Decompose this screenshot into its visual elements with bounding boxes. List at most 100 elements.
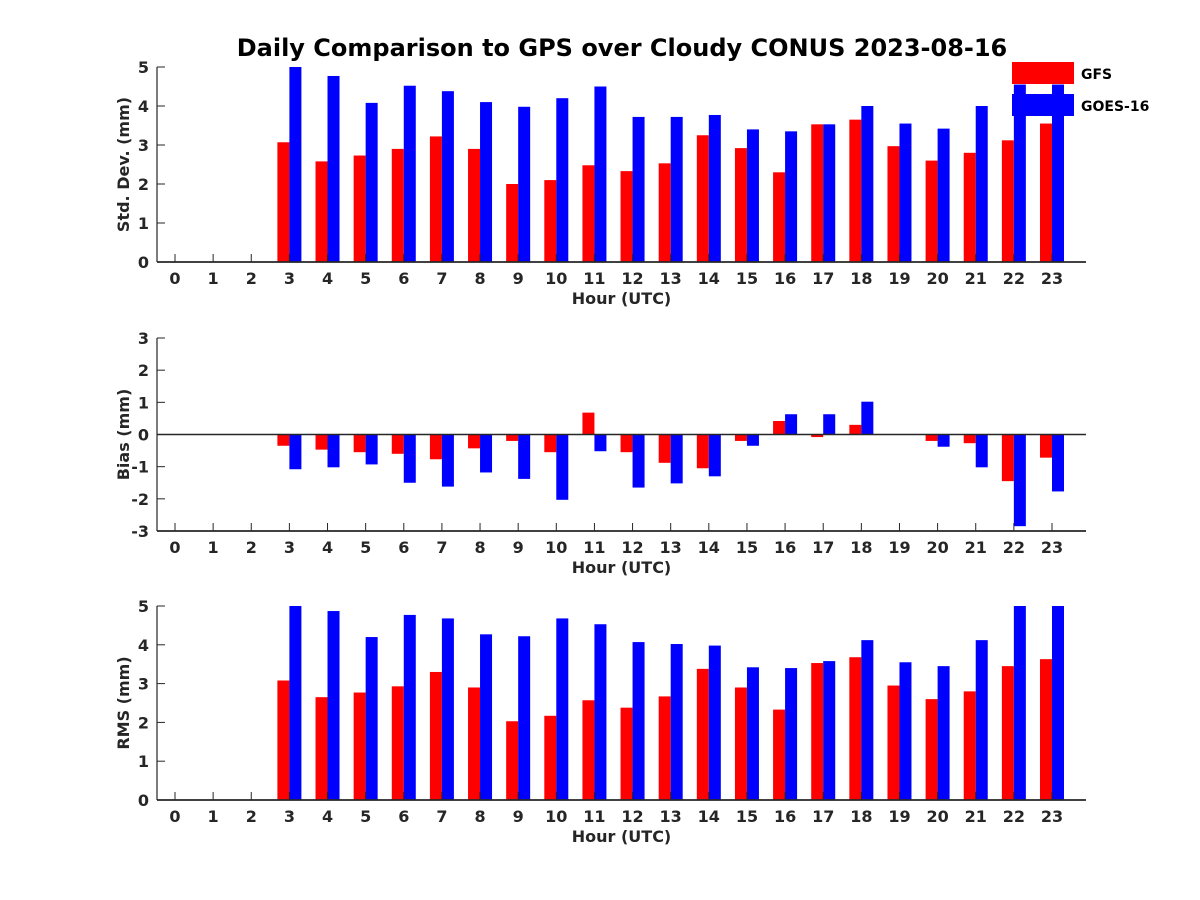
x-axis-label: Hour (UTC) [572, 558, 672, 577]
x-tick-label: 23 [1041, 807, 1063, 826]
bar-goes-16-hour-16 [785, 414, 798, 435]
x-tick-label: 19 [888, 269, 910, 288]
x-tick-label: 21 [965, 269, 987, 288]
y-tick-label: 3 [138, 675, 149, 694]
bar-gfs-hour-10 [544, 434, 557, 453]
bar-goes-16-hour-20 [937, 434, 950, 447]
bar-gfs-hour-16 [773, 420, 786, 435]
bar-goes-16-hour-9 [518, 636, 531, 800]
y-tick-label: 2 [138, 175, 149, 194]
bar-gfs-hour-23 [1039, 123, 1052, 262]
legend-label-gfs: GFS [1081, 67, 1112, 83]
bar-goes-16-hour-13 [670, 644, 683, 800]
bar-goes-16-hour-8 [480, 102, 493, 262]
x-tick-label: 18 [850, 538, 872, 557]
bar-gfs-hour-8 [468, 434, 481, 449]
x-tick-label: 10 [545, 538, 567, 557]
x-tick-label: 3 [284, 807, 295, 826]
bar-goes-16-hour-19 [899, 662, 912, 800]
bar-gfs-hour-20 [925, 160, 938, 262]
x-tick-label: 8 [474, 269, 485, 288]
bar-goes-16-hour-15 [746, 434, 759, 446]
bar-goes-16-hour-18 [861, 640, 874, 800]
bar-goes-16-hour-12 [632, 116, 645, 262]
bar-gfs-hour-9 [506, 184, 519, 262]
bar-goes-16-hour-17 [823, 124, 836, 262]
x-tick-label: 15 [736, 538, 758, 557]
x-tick-label: 9 [513, 538, 524, 557]
x-tick-label: 16 [774, 269, 796, 288]
bar-goes-16-hour-17 [823, 414, 836, 435]
x-tick-label: 7 [436, 269, 447, 288]
x-tick-label: 22 [1003, 269, 1025, 288]
x-tick-label: 19 [888, 538, 910, 557]
x-tick-label: 12 [621, 538, 643, 557]
x-tick-label: 16 [774, 538, 796, 557]
legend-swatch-goes-16 [1012, 94, 1074, 116]
bar-goes-16-hour-11 [594, 434, 607, 452]
bar-goes-16-hour-12 [632, 434, 645, 488]
y-tick-label: -3 [131, 522, 149, 541]
x-tick-label: 21 [965, 807, 987, 826]
bar-goes-16-hour-20 [937, 666, 950, 800]
x-tick-label: 22 [1003, 538, 1025, 557]
x-tick-label: 4 [322, 538, 333, 557]
bar-gfs-hour-4 [315, 697, 328, 800]
x-tick-label: 0 [169, 269, 180, 288]
bar-goes-16-hour-21 [975, 640, 988, 800]
x-tick-label: 18 [850, 269, 872, 288]
y-tick-label: 0 [138, 253, 149, 272]
bar-goes-16-hour-23 [1051, 606, 1064, 800]
bar-gfs-hour-14 [696, 434, 709, 469]
bar-goes-16-hour-22 [1013, 434, 1026, 527]
bar-gfs-hour-20 [925, 434, 938, 441]
x-tick-label: 2 [246, 538, 257, 557]
bar-gfs-hour-7 [429, 136, 442, 262]
bars-group [277, 401, 1064, 527]
bar-gfs-hour-7 [429, 671, 442, 800]
bar-goes-16-hour-3 [289, 606, 302, 800]
bar-gfs-hour-21 [963, 152, 976, 262]
x-tick-label: 0 [169, 807, 180, 826]
y-tick-label: 1 [138, 752, 149, 771]
bar-goes-16-hour-15 [746, 667, 759, 800]
x-axis-label: Hour (UTC) [572, 289, 672, 308]
x-tick-label: 10 [545, 269, 567, 288]
x-tick-label: 11 [583, 807, 605, 826]
bar-gfs-hour-15 [734, 687, 747, 800]
bar-gfs-hour-18 [849, 657, 862, 800]
bar-gfs-hour-18 [849, 424, 862, 435]
bar-goes-16-hour-17 [823, 661, 836, 800]
bar-goes-16-hour-6 [403, 85, 416, 262]
bar-goes-16-hour-3 [289, 434, 302, 470]
x-tick-label: 7 [436, 807, 447, 826]
x-tick-label: 1 [208, 807, 219, 826]
y-tick-label: -1 [131, 458, 149, 477]
x-tick-label: 4 [322, 269, 333, 288]
x-tick-label: 14 [698, 807, 720, 826]
bar-gfs-hour-14 [696, 135, 709, 262]
bar-goes-16-hour-14 [708, 434, 721, 477]
bar-goes-16-hour-11 [594, 624, 607, 800]
y-tick-label: 2 [138, 713, 149, 732]
bar-gfs-hour-22 [1001, 666, 1014, 800]
x-tick-label: 21 [965, 538, 987, 557]
bar-gfs-hour-17 [811, 124, 824, 262]
x-tick-label: 22 [1003, 807, 1025, 826]
legend-swatch-gfs [1012, 62, 1074, 84]
bar-gfs-hour-12 [620, 434, 633, 453]
bar-goes-16-hour-18 [861, 401, 874, 435]
y-tick-label: 0 [138, 426, 149, 445]
x-tick-label: 12 [621, 269, 643, 288]
bar-gfs-hour-12 [620, 171, 633, 262]
bar-gfs-hour-5 [353, 155, 366, 262]
bar-goes-16-hour-15 [746, 129, 759, 262]
x-tick-label: 12 [621, 807, 643, 826]
bar-gfs-hour-6 [391, 434, 404, 454]
y-tick-label: 4 [138, 636, 149, 655]
y-tick-label: 5 [138, 58, 149, 77]
bar-goes-16-hour-21 [975, 106, 988, 262]
bar-gfs-hour-3 [277, 142, 290, 262]
x-tick-label: 9 [513, 807, 524, 826]
